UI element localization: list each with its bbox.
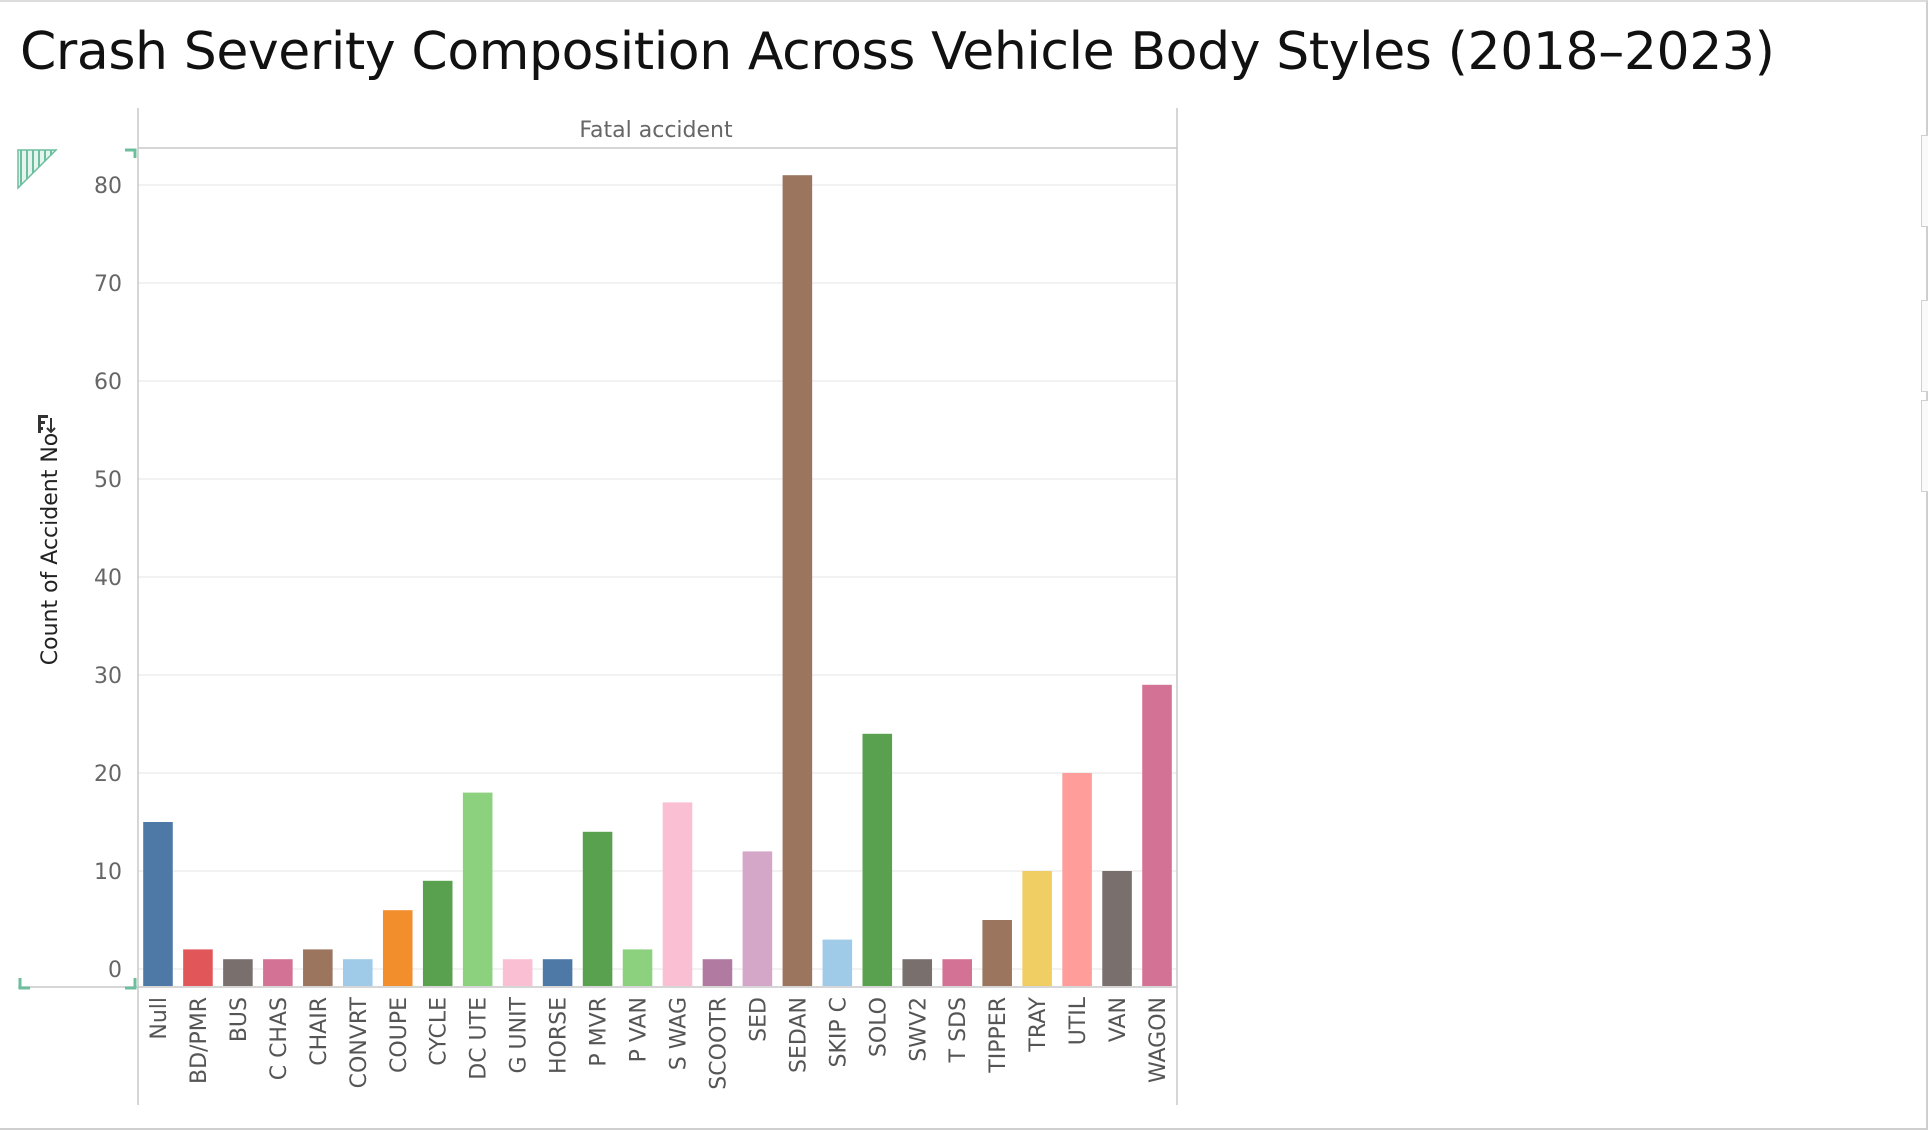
side-panel-tab[interactable] bbox=[1921, 300, 1928, 392]
bar-s-wag[interactable] bbox=[662, 802, 693, 986]
bars bbox=[143, 175, 1172, 986]
y-tick-label: 70 bbox=[94, 272, 122, 297]
y-tick-label: 60 bbox=[94, 370, 122, 395]
y-axis-ticks: 0 10 20 30 40 50 60 70 80 bbox=[94, 174, 122, 983]
y-axis-label: Count of Accident No bbox=[38, 433, 63, 665]
bar-wagon[interactable] bbox=[1142, 684, 1172, 986]
bar-bus[interactable] bbox=[223, 959, 253, 986]
panel-header: Fatal accident bbox=[579, 118, 733, 143]
bar-sedan[interactable] bbox=[782, 175, 813, 986]
bar-p-mvr[interactable] bbox=[582, 831, 613, 986]
x-tick-label: T SDS bbox=[946, 997, 971, 1063]
side-panel-tab[interactable] bbox=[1921, 400, 1928, 492]
x-tick-label: BUS bbox=[227, 997, 252, 1042]
x-tick-label: SOLO bbox=[866, 997, 891, 1057]
bar-coupe[interactable] bbox=[382, 910, 413, 986]
x-tick-label: CYCLE bbox=[427, 997, 452, 1066]
x-tick-label: TIPPER bbox=[986, 997, 1011, 1074]
bar-sed[interactable] bbox=[742, 851, 773, 986]
x-tick-label: SKIP C bbox=[826, 997, 851, 1068]
y-tick-label: 30 bbox=[94, 664, 122, 689]
x-tick-label: CONVRT bbox=[347, 996, 372, 1088]
x-tick-label: DC UTE bbox=[467, 997, 492, 1080]
x-tick-label: COUPE bbox=[387, 997, 412, 1073]
x-tick-label: C CHAS bbox=[267, 997, 292, 1080]
x-tick-label: SCOOTR bbox=[706, 997, 731, 1090]
bar-c-chas[interactable] bbox=[263, 959, 293, 986]
x-tick-label: BD/PMR bbox=[187, 997, 212, 1084]
bar-convrt[interactable] bbox=[343, 959, 373, 986]
x-tick-label: SED bbox=[746, 997, 771, 1042]
y-tick-label: 50 bbox=[94, 468, 122, 493]
bar-p-van[interactable] bbox=[622, 949, 653, 986]
bar-cycle[interactable] bbox=[422, 880, 453, 986]
side-panel-tab[interactable] bbox=[1921, 135, 1928, 227]
bar-tipper[interactable] bbox=[982, 920, 1012, 986]
x-tick-label: CHAIR bbox=[307, 997, 332, 1066]
bar-bd-pmr[interactable] bbox=[183, 949, 213, 986]
y-tick-label: 20 bbox=[94, 762, 122, 787]
y-tick-label: 40 bbox=[94, 566, 122, 591]
y-tick-label: 80 bbox=[94, 174, 122, 199]
x-tick-label: P VAN bbox=[627, 997, 652, 1062]
bar-van[interactable] bbox=[1102, 871, 1132, 986]
x-tick-label: UTIL bbox=[1066, 996, 1091, 1045]
x-tick-label: G UNIT bbox=[507, 996, 532, 1073]
grid-lines bbox=[138, 184, 1177, 970]
bar-null[interactable] bbox=[143, 822, 173, 986]
x-tick-label: TRAY bbox=[1026, 996, 1051, 1052]
bar-tray[interactable] bbox=[1022, 871, 1052, 986]
y-tick-label: 0 bbox=[108, 958, 122, 983]
bar-horse[interactable] bbox=[542, 959, 573, 986]
bar-skip-c[interactable] bbox=[822, 939, 853, 986]
x-tick-label: S WAG bbox=[666, 997, 691, 1070]
chart-title: Crash Severity Composition Across Vehicl… bbox=[20, 22, 1775, 82]
bar-t-sds[interactable] bbox=[942, 959, 972, 986]
bar-chair[interactable] bbox=[303, 949, 333, 986]
bar-swv2[interactable] bbox=[902, 959, 933, 986]
x-tick-label: P MVR bbox=[587, 997, 612, 1067]
x-tick-label: HORSE bbox=[547, 997, 572, 1074]
x-tick-label: SWV2 bbox=[906, 997, 931, 1062]
bar-dc-ute[interactable] bbox=[462, 792, 493, 986]
bar-scootr[interactable] bbox=[702, 959, 733, 986]
plot-frame bbox=[18, 108, 1178, 1105]
bar-g-unit[interactable] bbox=[502, 959, 533, 986]
x-tick-label: SEDAN bbox=[786, 997, 811, 1073]
x-tick-label: Null bbox=[147, 997, 172, 1040]
x-tick-label: WAGON bbox=[1146, 997, 1171, 1083]
y-tick-label: 10 bbox=[94, 860, 122, 885]
bar-util[interactable] bbox=[1062, 773, 1092, 986]
x-tick-label: VAN bbox=[1106, 997, 1131, 1042]
x-axis-ticks: Null BD/PMR BUS C CHAS CHAIR CONVRT COUPE CYCLE… bbox=[147, 996, 1171, 1089]
sort-icon[interactable] bbox=[38, 415, 56, 434]
bar-solo[interactable] bbox=[862, 733, 893, 986]
selection-corner-marks bbox=[17, 148, 137, 990]
